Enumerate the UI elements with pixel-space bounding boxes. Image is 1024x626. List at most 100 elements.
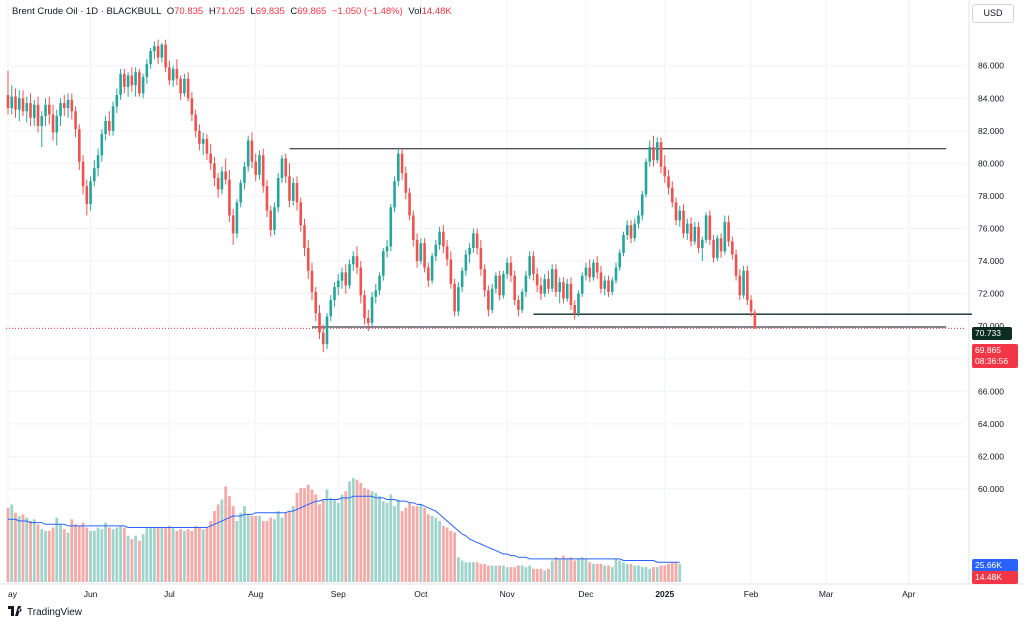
candle-body: [734, 254, 738, 276]
volume-bar: [659, 565, 663, 582]
volume-bar: [652, 567, 655, 582]
volume-bar: [329, 497, 333, 582]
candle-body: [306, 248, 310, 271]
candle-body: [554, 269, 558, 292]
candle-body: [505, 262, 509, 275]
candle-body: [359, 267, 363, 296]
y-tick-label: 78.000: [978, 191, 1004, 201]
volume-bar: [160, 527, 164, 582]
candle-body: [78, 129, 81, 162]
volume-bar: [228, 496, 231, 582]
candle-body: [445, 246, 449, 260]
volume-bar: [603, 565, 607, 582]
candle-body: [412, 215, 415, 240]
volume-ma-line: [8, 495, 680, 563]
currency-button[interactable]: USD: [972, 4, 1014, 23]
volume-bar: [670, 562, 674, 582]
candle-body: [644, 161, 648, 195]
candle-body: [637, 215, 640, 224]
candle-body: [325, 316, 329, 345]
candle-body: [670, 187, 674, 203]
candle-body: [55, 116, 59, 133]
candle-body: [723, 221, 727, 252]
volume-bar: [381, 501, 385, 582]
volume-bar: [535, 568, 539, 582]
candle-body: [295, 182, 299, 203]
candle-body: [32, 104, 36, 118]
candle-body: [513, 275, 516, 301]
y-tick-label: 72.000: [978, 289, 1004, 299]
candle-body: [704, 215, 708, 240]
candle-body: [648, 147, 652, 162]
candle-body: [550, 269, 554, 289]
candle-body: [610, 280, 614, 292]
candle-body: [419, 243, 423, 262]
volume-bar: [479, 563, 483, 582]
candle-body: [404, 173, 408, 193]
candle-body: [749, 300, 753, 312]
candle-body: [468, 248, 471, 255]
candle-body: [246, 140, 250, 167]
candle-body: [588, 267, 592, 278]
y-tick-label: 82.000: [978, 126, 1004, 136]
volume-bar: [14, 512, 17, 582]
candle-body: [693, 226, 697, 242]
volume-bar: [194, 525, 198, 582]
volume-bar: [205, 527, 209, 582]
candle-body: [141, 77, 145, 94]
y-tick-label: 66.000: [978, 386, 1004, 396]
open-key: O: [166, 6, 175, 17]
candle-body: [558, 282, 561, 292]
candle-body: [423, 243, 426, 268]
volume-bar: [201, 529, 205, 582]
candle-body: [708, 215, 712, 240]
candle-body: [633, 223, 637, 239]
candle-body: [517, 300, 520, 310]
candle-body: [321, 332, 325, 345]
volume-bar: [66, 532, 70, 582]
candle-body: [490, 288, 494, 310]
bar-countdown-label: 08:36:56: [972, 355, 1018, 368]
x-tick-label: Jun: [84, 589, 98, 599]
candle-body: [14, 96, 17, 110]
candle-body: [235, 202, 239, 234]
candle-body: [224, 171, 227, 180]
candle-body: [265, 186, 269, 211]
x-tick-label: Sep: [331, 589, 346, 599]
volume-bar: [284, 512, 288, 582]
candle-body: [25, 103, 29, 112]
volume-bar: [584, 558, 588, 582]
volume-bar: [111, 529, 115, 582]
volume-bar: [239, 512, 243, 582]
candle-body: [449, 259, 453, 284]
candle-body: [329, 300, 333, 317]
volume-bar: [171, 527, 175, 582]
candle-body: [336, 280, 340, 288]
candle-body: [622, 235, 625, 253]
volume-bar: [411, 506, 415, 582]
candle-body: [415, 239, 419, 262]
candle-body: [393, 181, 396, 208]
volume-bar: [629, 563, 633, 582]
candle-body: [134, 72, 137, 86]
volume-bar: [92, 530, 96, 582]
low-value: 69.835: [255, 6, 285, 17]
candle-body: [254, 161, 257, 175]
y-tick-label: 60.000: [978, 484, 1004, 494]
volume-bar: [678, 563, 682, 582]
candle-body: [685, 223, 689, 234]
volume-bar: [130, 539, 134, 582]
candle-body: [51, 114, 55, 133]
candle-body: [363, 295, 366, 319]
candle-body: [183, 78, 186, 94]
candle-body: [427, 267, 430, 281]
volume-bar: [577, 558, 580, 582]
candle-body: [74, 111, 77, 130]
symbol-title[interactable]: Brent Crude Oil · 1D · BLACKBULL: [12, 6, 162, 17]
volume-bar: [595, 563, 599, 582]
candle-body: [509, 262, 513, 276]
candle-body: [213, 163, 216, 179]
tradingview-logo[interactable]: TradingView: [8, 606, 82, 619]
volume-bar: [182, 530, 186, 582]
